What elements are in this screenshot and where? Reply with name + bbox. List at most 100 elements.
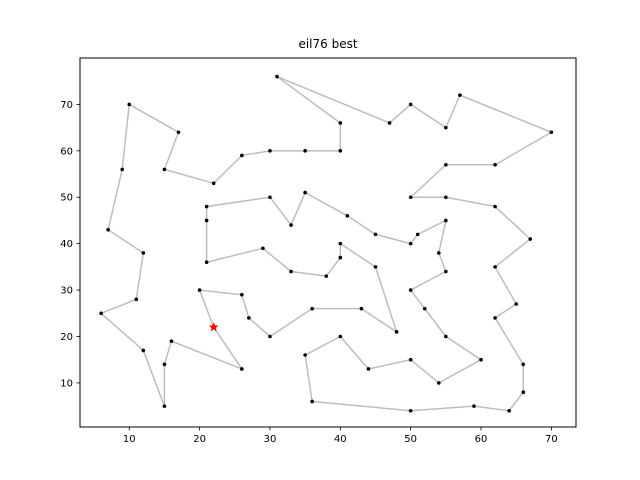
- route-segment: [339, 243, 376, 268]
- y-tick-label: 50: [60, 193, 73, 204]
- route-segment: [424, 308, 447, 337]
- route-segment: [445, 196, 496, 208]
- city-point: [303, 353, 307, 357]
- city-point: [373, 265, 378, 269]
- city-point: [134, 297, 139, 302]
- route-segment: [128, 103, 179, 133]
- city-point: [437, 251, 441, 255]
- route-segment: [269, 196, 292, 226]
- city-point: [204, 260, 209, 265]
- city-point: [549, 130, 554, 135]
- city-point: [493, 162, 497, 167]
- city-point: [408, 241, 413, 246]
- route-segment: [290, 270, 327, 277]
- city-point: [444, 269, 448, 274]
- city-point: [261, 246, 265, 251]
- route-segment: [339, 335, 370, 370]
- city-point: [338, 255, 343, 260]
- city-point: [310, 306, 314, 311]
- x-tick-label: 30: [264, 434, 277, 445]
- y-tick-label: 70: [60, 100, 73, 111]
- route-segment: [100, 312, 144, 351]
- city-point: [507, 408, 511, 413]
- route-segment: [199, 289, 242, 296]
- city-point: [141, 251, 146, 255]
- city-point: [176, 130, 181, 135]
- route-segment: [276, 75, 341, 124]
- route-segment: [248, 317, 271, 338]
- city-point: [521, 390, 526, 394]
- route-segment: [163, 340, 173, 365]
- city-point: [408, 288, 413, 292]
- x-tick-label: 20: [193, 434, 206, 445]
- city-point: [162, 362, 167, 367]
- city-point: [528, 237, 533, 241]
- city-point: [303, 190, 307, 195]
- city-point: [289, 269, 293, 274]
- city-point: [444, 218, 448, 223]
- city-point: [204, 204, 209, 209]
- city-point: [324, 274, 329, 278]
- city-point: [338, 121, 343, 125]
- route-segment: [508, 391, 524, 412]
- route-segment: [410, 164, 447, 198]
- route-segment: [171, 340, 243, 370]
- city-layer: [99, 74, 554, 413]
- route-segment: [241, 294, 250, 319]
- route-segment: [142, 350, 166, 407]
- city-point: [444, 125, 448, 130]
- chart-title: eil76 best: [298, 37, 357, 51]
- route-segment: [135, 252, 145, 300]
- city-point: [373, 232, 378, 237]
- route-segment: [410, 233, 419, 245]
- route-segment: [494, 205, 531, 240]
- city-point: [345, 214, 350, 218]
- route-segment: [163, 131, 180, 170]
- city-point: [521, 362, 526, 367]
- route-segment: [374, 266, 398, 333]
- route-segment: [494, 131, 552, 166]
- route-segment: [304, 354, 313, 402]
- city-point: [394, 330, 399, 334]
- city-point: [99, 311, 103, 316]
- x-tick-label: 10: [123, 434, 136, 445]
- city-point: [493, 204, 497, 209]
- city-point: [422, 306, 427, 311]
- x-tick-label: 60: [475, 434, 488, 445]
- city-point: [408, 408, 413, 413]
- city-point: [408, 102, 413, 107]
- city-point: [162, 167, 167, 172]
- x-tick-label: 40: [334, 434, 347, 445]
- city-point: [514, 302, 518, 306]
- route-segment: [276, 75, 390, 124]
- route-segment: [262, 247, 292, 273]
- city-point: [289, 223, 293, 227]
- y-axis: 10 20 30 40 50 60 70: [60, 100, 80, 389]
- city-point: [444, 334, 448, 339]
- route-segment: [445, 94, 461, 128]
- city-point: [472, 404, 476, 408]
- x-tick-label: 70: [545, 434, 558, 445]
- city-point: [338, 241, 343, 246]
- city-point: [493, 265, 497, 269]
- y-tick-label: 40: [60, 239, 73, 250]
- route-segment: [346, 215, 376, 236]
- route-segment: [206, 196, 271, 208]
- route-segment: [304, 191, 348, 217]
- city-point: [303, 149, 307, 153]
- city-point: [197, 288, 202, 292]
- city-point: [408, 195, 413, 200]
- route-segment: [445, 335, 482, 361]
- city-point: [211, 181, 216, 186]
- route-segment: [375, 233, 411, 245]
- y-tick-label: 10: [60, 378, 73, 389]
- y-tick-label: 30: [60, 286, 73, 297]
- route-segment: [100, 298, 137, 314]
- route-segment: [361, 308, 398, 333]
- city-point: [338, 149, 343, 153]
- city-point: [268, 149, 272, 153]
- route-segment: [206, 247, 264, 263]
- city-point: [240, 292, 244, 297]
- city-point: [204, 218, 209, 223]
